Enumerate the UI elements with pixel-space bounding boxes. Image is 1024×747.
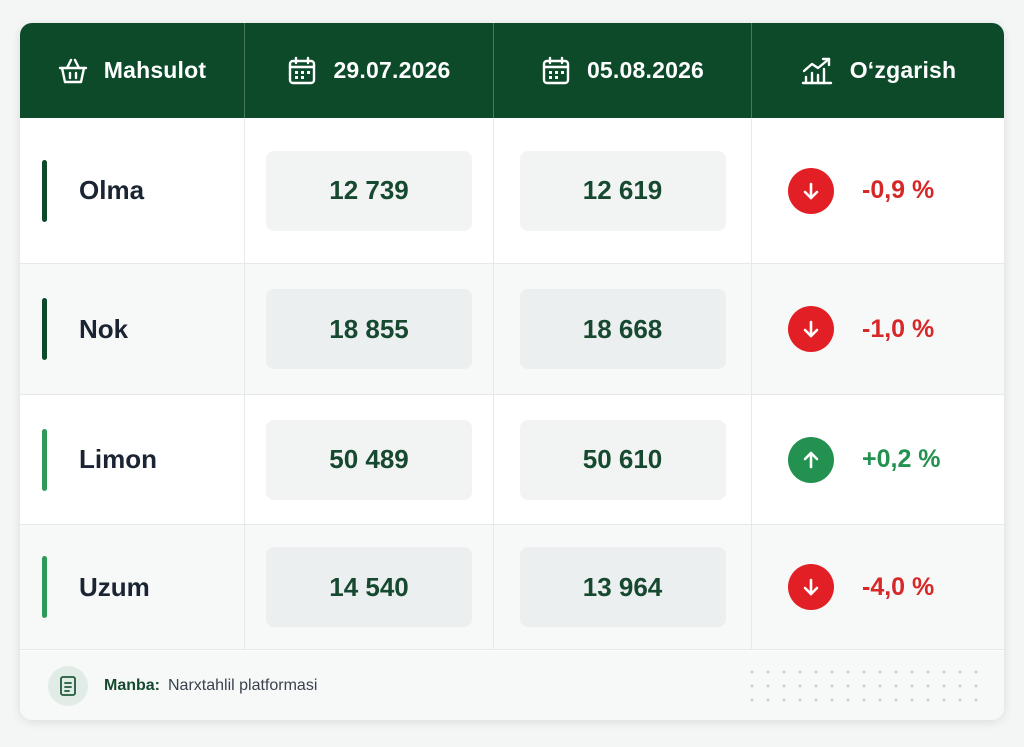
document-icon [48, 665, 88, 706]
source-footer: Manba: Narxtahlil platformasi [20, 651, 1004, 720]
change-percent: +0,2 % [862, 445, 941, 473]
price-value: 18 668 [519, 289, 726, 369]
change-cell: -1,0 % [752, 264, 1004, 394]
price-cell-date-2: 12 619 [494, 118, 752, 263]
source-value: Narxtahlil platformasi [168, 676, 318, 694]
chart-trend-icon [800, 56, 834, 86]
price-cell-date-1: 12 739 [245, 118, 494, 263]
calendar-icon [287, 56, 317, 86]
product-name: Nok [79, 313, 129, 344]
product-cell: Nok [20, 264, 245, 394]
header-change-label: O‘zgarish [849, 57, 957, 83]
header-product: Mahsulot [20, 23, 245, 118]
arrow-down-icon [788, 306, 834, 352]
header-product-label: Mahsulot [103, 57, 207, 83]
change-cell: -0,9 % [752, 118, 1004, 263]
table-row: Nok 18 855 18 668 -1,0 % [20, 264, 1004, 395]
price-value: 18 855 [266, 289, 472, 369]
price-value: 12 739 [266, 150, 472, 231]
price-value: 12 619 [519, 150, 726, 231]
header-date-2-label: 05.08.2026 [586, 57, 705, 83]
price-cell-date-1: 18 855 [245, 264, 494, 394]
price-cell-date-1: 50 489 [245, 395, 494, 524]
table-body: Olma 12 739 12 619 -0,9 % Nok 18 855 [20, 118, 1004, 650]
product-name: Uzum [79, 571, 150, 602]
calendar-icon [541, 56, 571, 86]
change-cell: -4,0 % [752, 525, 1004, 649]
source-label: Manba: [104, 676, 160, 694]
product-cell: Olma [20, 118, 245, 263]
product-cell: Limon [20, 395, 245, 524]
price-cell-date-2: 50 610 [494, 395, 752, 524]
price-table-card: Mahsulot 29.07.2026 [20, 23, 1004, 720]
product-name: Limon [79, 444, 157, 474]
price-value: 13 964 [519, 547, 726, 627]
change-percent: -4,0 % [862, 572, 935, 601]
row-accent-bar [42, 556, 47, 618]
header-change: O‘zgarish [752, 23, 1004, 118]
table-row: Uzum 14 540 13 964 -4,0 % [20, 525, 1004, 650]
change-percent: -1,0 % [862, 314, 935, 343]
decorative-dot-pattern [744, 665, 984, 707]
product-name: Olma [79, 175, 145, 205]
header-date-2: 05.08.2026 [494, 23, 752, 118]
row-accent-bar [42, 298, 47, 360]
row-accent-bar [42, 428, 47, 491]
row-accent-bar [42, 159, 47, 222]
header-date-1-label: 29.07.2026 [333, 57, 451, 83]
price-cell-date-1: 14 540 [245, 525, 494, 649]
basket-icon [58, 57, 88, 85]
arrow-up-icon [788, 436, 834, 483]
arrow-down-icon [788, 167, 834, 214]
price-value: 50 489 [266, 419, 472, 500]
price-cell-date-2: 13 964 [494, 525, 752, 649]
table-row: Limon 50 489 50 610 +0,2 % [20, 395, 1004, 525]
header-date-1: 29.07.2026 [245, 23, 494, 118]
change-percent: -0,9 % [862, 176, 935, 204]
price-value: 50 610 [519, 419, 726, 500]
price-value: 14 540 [266, 547, 472, 627]
table-header: Mahsulot 29.07.2026 [20, 23, 1004, 118]
arrow-down-icon [788, 564, 834, 610]
price-cell-date-2: 18 668 [494, 264, 752, 394]
product-cell: Uzum [20, 525, 245, 649]
table-row: Olma 12 739 12 619 -0,9 % [20, 118, 1004, 264]
change-cell: +0,2 % [752, 395, 1004, 524]
